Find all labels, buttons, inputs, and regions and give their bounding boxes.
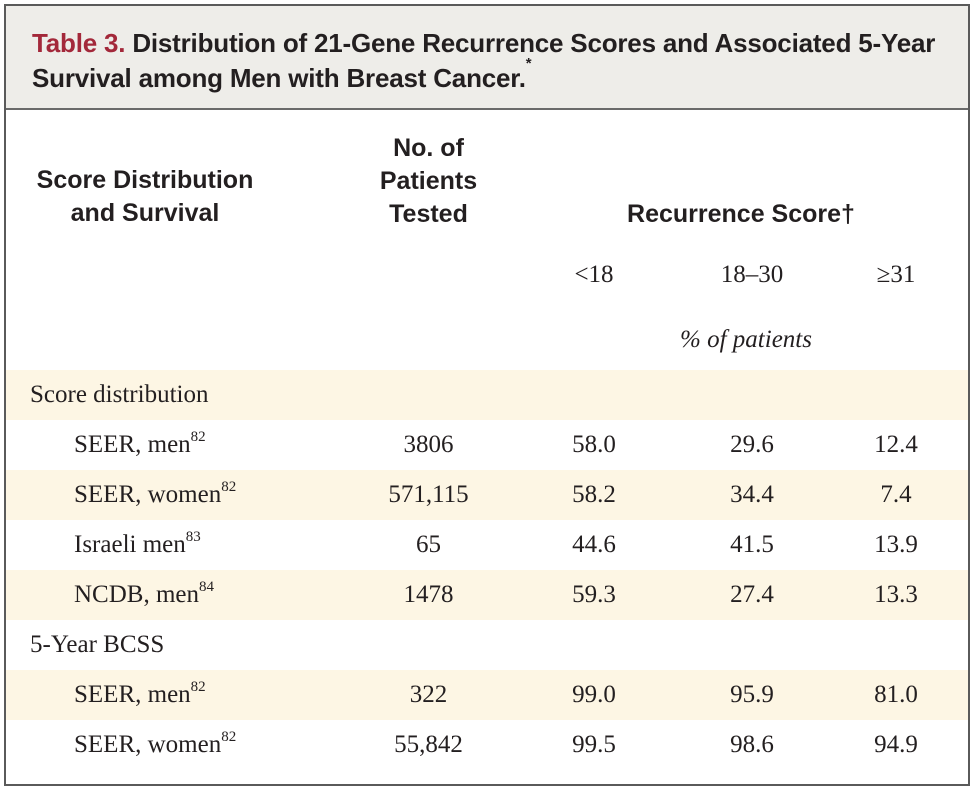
reference-number: 82 [190, 679, 206, 695]
section-row-score-distribution: Score distribution [6, 370, 968, 420]
score-ge31-value: 13.3 [874, 581, 918, 608]
table-frame: Table 3. Distribution of 21-Gene Recurre… [4, 4, 970, 786]
score-18-30-value: 98.6 [730, 731, 774, 758]
score-lt18-value: 99.5 [572, 731, 616, 758]
table-title-line-2: Survival among Men with Breast Cancer.* [32, 55, 532, 94]
row-label: Israeli men83 [74, 529, 201, 558]
table-title-text-2: Survival among Men with Breast Cancer. [32, 63, 526, 93]
table-title-line-1: Table 3. Distribution of 21-Gene Recurre… [32, 28, 935, 59]
header-col2-line3: Tested [389, 200, 468, 228]
table-row: NCDB, men84 1478 59.3 27.4 13.3 [6, 570, 968, 620]
row-label: NCDB, men84 [74, 579, 214, 608]
subheader-18-30: 18–30 [720, 261, 784, 288]
table-row: Israeli men83 65 44.6 41.5 13.9 [6, 520, 968, 570]
score-lt18-value: 99.0 [572, 681, 616, 708]
percent-of-patients-label: % of patients [680, 326, 812, 353]
score-ge31-value: 12.4 [874, 431, 918, 458]
score-18-30-value: 29.6 [730, 431, 774, 458]
score-18-30-value: 95.9 [730, 681, 774, 708]
row-label: SEER, women82 [74, 479, 237, 508]
subheader-lt18: <18 [574, 261, 614, 288]
subheader-ge31: ≥31 [876, 261, 916, 288]
score-lt18-value: 44.6 [572, 531, 616, 558]
row-label: SEER, women82 [74, 729, 237, 758]
score-ge31-value: 81.0 [874, 681, 918, 708]
header-score-distribution: Score Distribution and Survival [30, 164, 260, 230]
patients-tested-value: 55,842 [394, 731, 463, 758]
header-col1-line1: Score Distribution [36, 166, 254, 194]
score-18-30-value: 27.4 [730, 581, 774, 608]
table-number-label: Table 3. [32, 28, 126, 58]
patients-tested-value: 571,115 [388, 481, 469, 508]
table-row: SEER, women82 55,842 99.5 98.6 94.9 [6, 720, 968, 770]
row-label: SEER, men82 [74, 679, 206, 708]
table-row: SEER, women82 571,115 58.2 34.4 7.4 [6, 470, 968, 520]
reference-number: 82 [221, 729, 237, 745]
table-row: SEER, men82 3806 58.0 29.6 12.4 [6, 420, 968, 470]
header-patients-tested: No. of Patients Tested [351, 132, 506, 231]
score-18-30-value: 41.5 [730, 531, 774, 558]
score-ge31-value: 7.4 [880, 481, 912, 508]
header-recurrence-score-text: Recurrence Score [627, 200, 842, 228]
score-lt18-value: 58.0 [572, 431, 616, 458]
header-recurrence-score: Recurrence Score† [616, 198, 866, 231]
reference-number: 83 [185, 529, 201, 545]
reference-number: 82 [190, 429, 206, 445]
patients-tested-value: 3806 [403, 431, 454, 458]
header-col2-line1: No. of [393, 134, 464, 162]
reference-number: 82 [221, 479, 237, 495]
table-title-bar: Table 3. Distribution of 21-Gene Recurre… [6, 6, 968, 110]
score-lt18-value: 59.3 [572, 581, 616, 608]
title-footnote-mark: * [525, 55, 532, 72]
patients-tested-value: 322 [409, 681, 448, 708]
header-col2-line2: Patients [379, 167, 478, 195]
table-row: SEER, men82 322 99.0 95.9 81.0 [6, 670, 968, 720]
row-label: SEER, men82 [74, 429, 206, 458]
section-row-5-year-bcss: 5-Year BCSS [6, 620, 968, 670]
score-lt18-value: 58.2 [572, 481, 616, 508]
patients-tested-value: 1478 [403, 581, 454, 608]
reference-number: 84 [199, 579, 214, 595]
patients-tested-value: 65 [416, 531, 441, 558]
score-18-30-value: 34.4 [730, 481, 774, 508]
recurrence-score-footnote-mark: † [841, 200, 855, 228]
score-ge31-value: 13.9 [874, 531, 918, 558]
table-title-text-1: Distribution of 21-Gene Recurrence Score… [125, 28, 936, 58]
section-label: 5-Year BCSS [30, 631, 165, 658]
section-label: Score distribution [30, 381, 209, 408]
header-col1-line2: and Survival [70, 199, 220, 227]
score-ge31-value: 94.9 [874, 731, 918, 758]
